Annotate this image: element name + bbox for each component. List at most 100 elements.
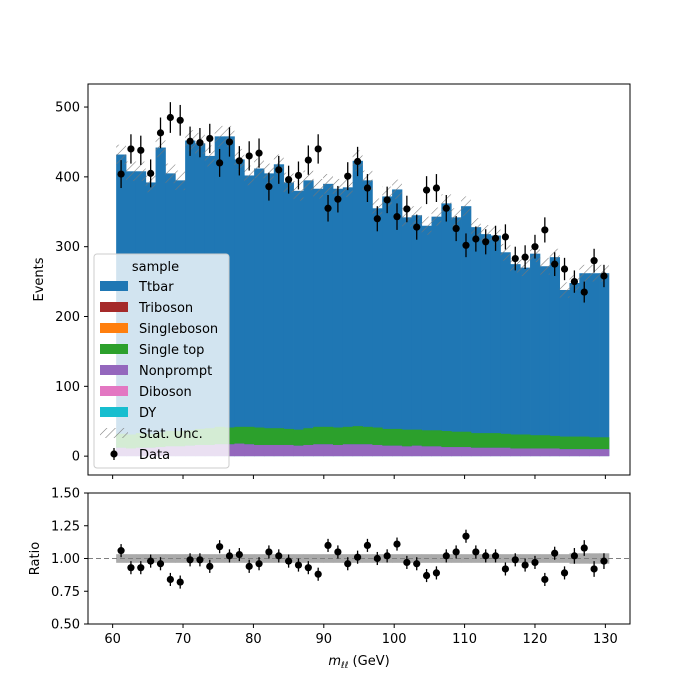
single-top-bar	[293, 429, 304, 446]
ratio-point	[373, 554, 381, 563]
nonprompt-bar	[451, 447, 462, 457]
single-top-bar	[549, 435, 561, 449]
nonprompt-bar	[559, 449, 570, 457]
data-point	[590, 257, 598, 265]
data-point	[137, 146, 145, 154]
ratio-y-tick-label: 1.00	[51, 552, 80, 567]
single-top-bar	[313, 426, 324, 445]
data-point	[560, 265, 569, 273]
stat-unc-band	[589, 264, 600, 282]
ratio-point	[117, 547, 125, 555]
single-top-bar	[441, 431, 452, 448]
stat-unc-band	[431, 207, 442, 226]
ttbar-bar	[392, 189, 403, 457]
x-axis-label-unit: (GeV)	[348, 654, 389, 669]
data-point	[570, 277, 578, 286]
axes: 60 70 80 90 100 110 120 130 0 100 200 300 400 500 0.50…	[28, 83, 631, 671]
ratio-point	[186, 556, 194, 564]
data-point	[551, 260, 559, 268]
ttbar-bar	[510, 264, 521, 457]
legend-label: Triboson	[138, 301, 193, 316]
ttbar-bar	[569, 282, 580, 457]
ratio-point	[225, 552, 234, 560]
legend-label: DY	[139, 406, 156, 421]
data-point	[225, 138, 234, 146]
data-point	[216, 159, 224, 167]
single-top-bar	[589, 437, 600, 450]
y-tick-label: 0	[72, 450, 80, 465]
ratio-point	[590, 565, 598, 573]
single-top-bar	[323, 426, 334, 445]
nonprompt-bar	[539, 448, 551, 457]
y-tick-label: 400	[55, 170, 80, 185]
nonprompt-bar	[362, 444, 373, 457]
ratio-point	[216, 543, 224, 551]
y-tick-label: 200	[55, 310, 80, 325]
ttbar-bar	[273, 164, 285, 457]
stat-unc-band	[254, 158, 264, 179]
data-point	[127, 145, 135, 153]
data-point	[186, 137, 194, 145]
legend-label: Stat. Unc.	[139, 427, 203, 442]
data-point	[324, 204, 332, 212]
x-tick-label: 60	[104, 632, 121, 647]
legend-label: Ttbar	[138, 280, 174, 295]
ratio-y-axis-label: Ratio	[28, 542, 43, 575]
ttbar-bar	[323, 183, 334, 457]
ttbar-bar	[244, 175, 255, 457]
data-point	[255, 149, 263, 157]
nonprompt-bar	[421, 446, 432, 457]
ratio-y-tick-label: 1.50	[51, 487, 80, 502]
nonprompt-bar	[323, 444, 334, 457]
data-point	[353, 157, 362, 166]
data-point	[156, 129, 165, 137]
nonprompt-bar	[470, 447, 482, 457]
legend-data-marker	[110, 450, 118, 458]
stat-unc-band	[500, 243, 511, 261]
data-point	[314, 145, 322, 153]
ttbar-bar	[234, 159, 245, 457]
ratio-point	[422, 571, 431, 580]
data-point	[511, 254, 519, 263]
single-top-bar	[401, 429, 413, 447]
data-point	[285, 176, 293, 184]
legend-swatch-nonprompt	[100, 365, 128, 375]
ttbar-bar	[254, 168, 265, 457]
nonprompt-bar	[490, 447, 501, 457]
ttbar-bar	[461, 206, 472, 457]
data-point	[294, 171, 303, 180]
ttbar-bar	[539, 266, 551, 457]
nonprompt-bar	[461, 447, 472, 457]
y-tick-label: 500	[55, 101, 80, 116]
stat-unc-band	[126, 161, 136, 182]
legend-swatch-stat-unc	[100, 428, 128, 438]
single-top-bar	[480, 433, 492, 448]
data-point	[373, 215, 381, 223]
data-point	[147, 169, 155, 177]
ratio-point	[560, 569, 569, 577]
legend-swatch-diboson	[100, 386, 128, 396]
ttbar-bar	[382, 196, 393, 457]
data-point	[304, 156, 312, 164]
stat-unc-band	[135, 161, 146, 182]
ratio-point	[442, 552, 450, 560]
ttbar-bar	[421, 225, 432, 457]
stat-unc-band	[313, 178, 324, 199]
ttbar-bar	[549, 257, 561, 457]
x-tick-label: 100	[382, 632, 407, 647]
ttbar-bar	[332, 188, 344, 457]
nonprompt-bar	[273, 444, 285, 457]
legend-swatch-triboson	[100, 302, 128, 312]
x-tick-label: 90	[316, 632, 333, 647]
ttbar-bar	[342, 187, 354, 457]
single-top-bar	[392, 428, 403, 446]
ttbar-bar	[362, 180, 373, 457]
legend-swatch-ttbar	[100, 281, 128, 291]
ttbar-bar	[441, 203, 452, 457]
ttbar-bar	[589, 273, 600, 457]
stat-unc-band	[559, 282, 570, 298]
nonprompt-bar	[263, 444, 275, 457]
data-point	[393, 213, 401, 221]
stat-unc-band	[244, 165, 255, 186]
nonprompt-bar	[303, 444, 314, 457]
